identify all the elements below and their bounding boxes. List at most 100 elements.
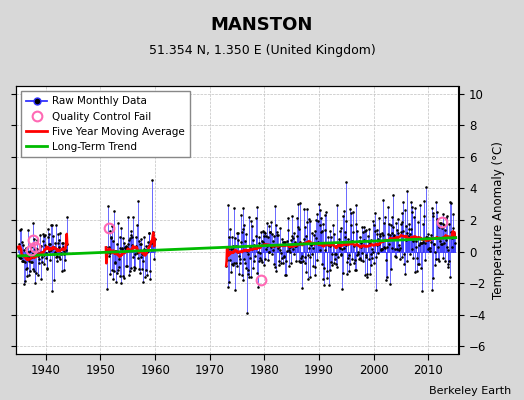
Point — [384, 230, 392, 237]
Point — [301, 260, 310, 266]
Point — [351, 256, 359, 263]
Point — [268, 251, 276, 257]
Point — [125, 268, 134, 274]
Point — [308, 230, 316, 236]
Point — [60, 266, 68, 273]
Point — [127, 265, 135, 272]
Point — [46, 256, 54, 263]
Point — [282, 248, 291, 254]
Point — [329, 242, 337, 248]
Point — [314, 240, 323, 246]
Point — [396, 256, 404, 262]
Point — [288, 233, 296, 240]
Point — [234, 237, 242, 243]
Point — [251, 243, 259, 250]
Point — [270, 260, 279, 267]
Point — [115, 234, 124, 240]
Point — [259, 229, 268, 236]
Point — [279, 239, 288, 245]
Point — [146, 276, 154, 282]
Point — [391, 253, 399, 260]
Point — [290, 251, 298, 258]
Point — [428, 204, 436, 211]
Point — [27, 244, 35, 250]
Point — [424, 237, 432, 244]
Point — [286, 244, 294, 250]
Point — [345, 261, 354, 267]
Point — [340, 245, 348, 251]
Point — [396, 245, 405, 251]
Point — [53, 253, 61, 260]
Point — [224, 284, 233, 290]
Point — [45, 241, 53, 247]
Point — [348, 238, 356, 244]
Point — [283, 214, 292, 221]
Point — [323, 268, 331, 274]
Point — [280, 253, 289, 260]
Point — [373, 226, 381, 233]
Point — [346, 206, 354, 212]
Point — [342, 218, 350, 224]
Point — [303, 219, 311, 225]
Point — [248, 246, 256, 252]
Point — [60, 251, 69, 257]
Point — [110, 208, 118, 214]
Point — [408, 204, 416, 210]
Point — [421, 184, 430, 190]
Point — [125, 237, 133, 244]
Point — [275, 242, 283, 249]
Point — [301, 254, 309, 260]
Point — [138, 266, 147, 272]
Point — [114, 264, 123, 270]
Point — [136, 240, 144, 247]
Point — [230, 205, 238, 211]
Point — [360, 224, 368, 230]
Point — [291, 241, 300, 248]
Point — [271, 203, 279, 210]
Point — [436, 238, 444, 245]
Point — [449, 234, 457, 240]
Point — [438, 240, 446, 247]
Point — [253, 204, 261, 210]
Point — [442, 244, 451, 250]
Point — [254, 248, 262, 255]
Point — [62, 214, 71, 220]
Point — [146, 240, 155, 246]
Point — [15, 241, 24, 248]
Point — [336, 225, 345, 232]
Point — [16, 255, 25, 261]
Point — [243, 266, 252, 273]
Point — [234, 230, 243, 236]
Point — [307, 241, 315, 248]
Point — [225, 279, 234, 286]
Point — [295, 226, 303, 232]
Point — [243, 247, 251, 254]
Point — [369, 249, 377, 256]
Point — [135, 270, 144, 276]
Point — [249, 237, 257, 243]
Point — [442, 215, 450, 221]
Point — [392, 235, 401, 241]
Point — [416, 202, 424, 208]
Point — [433, 220, 442, 226]
Point — [20, 247, 28, 253]
Point — [348, 256, 356, 263]
Point — [330, 230, 339, 237]
Point — [20, 278, 29, 284]
Point — [443, 212, 451, 219]
Point — [19, 258, 28, 264]
Point — [56, 230, 64, 236]
Point — [343, 271, 352, 278]
Point — [147, 240, 155, 246]
Point — [313, 211, 322, 218]
Point — [349, 229, 357, 235]
Point — [224, 202, 232, 208]
Point — [242, 231, 250, 237]
Point — [367, 237, 376, 244]
Point — [137, 236, 145, 242]
Point — [423, 235, 431, 241]
Point — [297, 259, 305, 266]
Point — [63, 241, 71, 247]
Point — [445, 221, 453, 228]
Point — [392, 253, 400, 260]
